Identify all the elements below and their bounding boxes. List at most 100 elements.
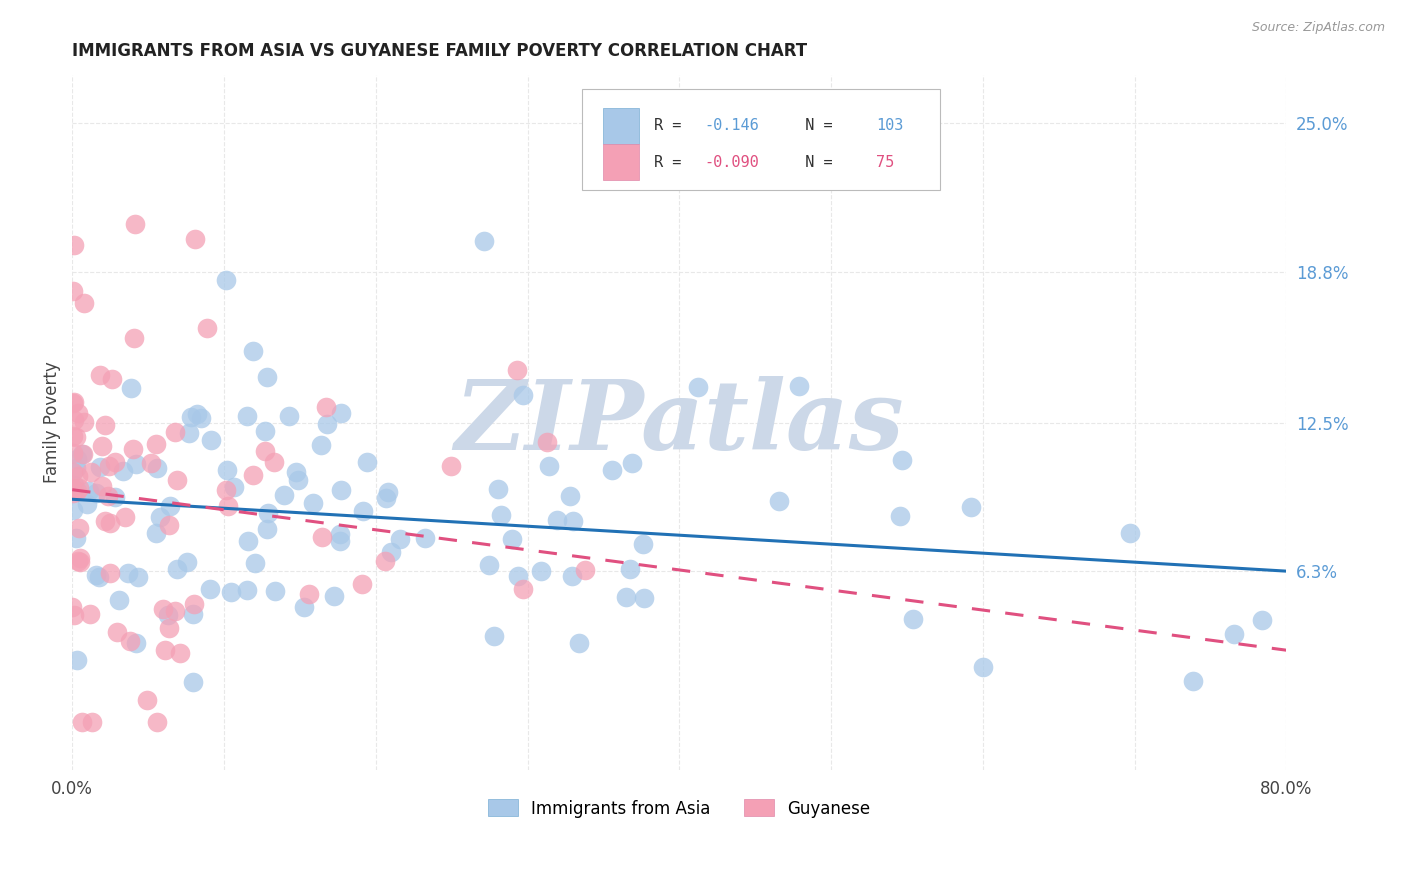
Point <box>380 545 402 559</box>
Point <box>60 600 83 615</box>
Point <box>215 483 238 497</box>
Point <box>165 604 187 618</box>
Point <box>329 406 352 420</box>
Point <box>166 562 188 576</box>
Point <box>94 514 117 528</box>
Point <box>62 395 84 409</box>
Point <box>80 465 103 479</box>
Point <box>108 593 131 607</box>
Point <box>98 516 121 531</box>
Point <box>217 463 239 477</box>
Point <box>388 533 411 547</box>
Point <box>219 585 242 599</box>
Point <box>472 235 495 249</box>
Point <box>264 583 287 598</box>
Point <box>93 417 115 432</box>
Point <box>104 490 127 504</box>
Point <box>60 481 83 495</box>
Point <box>195 321 218 335</box>
Text: IMMIGRANTS FROM ASIA VS GUYANESE FAMILY POVERTY CORRELATION CHART: IMMIGRANTS FROM ASIA VS GUYANESE FAMILY … <box>72 42 807 60</box>
Point <box>1182 674 1205 689</box>
Point <box>235 409 257 423</box>
Point <box>105 624 128 639</box>
Point <box>198 582 221 596</box>
Point <box>236 533 259 548</box>
Point <box>215 273 238 287</box>
Point <box>315 401 337 415</box>
Point <box>413 531 436 545</box>
Point <box>165 425 187 439</box>
Point <box>190 411 212 425</box>
Point <box>63 478 86 492</box>
Point <box>530 564 553 578</box>
Legend: Immigrants from Asia, Guyanese: Immigrants from Asia, Guyanese <box>481 793 877 824</box>
Point <box>506 363 529 377</box>
Point <box>298 587 321 601</box>
Point <box>574 563 596 577</box>
Point <box>1119 526 1142 541</box>
Point <box>166 473 188 487</box>
Point <box>506 568 529 582</box>
Point <box>311 530 333 544</box>
Point <box>62 465 84 479</box>
Point <box>561 569 583 583</box>
Point <box>139 456 162 470</box>
Point <box>568 636 591 650</box>
Point <box>122 442 145 457</box>
Text: -0.090: -0.090 <box>704 154 759 169</box>
Point <box>120 381 142 395</box>
Bar <box>603 144 640 180</box>
Point <box>621 456 644 470</box>
Point <box>62 503 84 517</box>
Point <box>101 372 124 386</box>
Point <box>186 407 208 421</box>
Point <box>536 435 558 450</box>
Point <box>180 410 202 425</box>
Point <box>315 417 337 431</box>
Point <box>69 550 91 565</box>
Point <box>145 715 167 730</box>
Point <box>377 485 399 500</box>
Point <box>242 468 264 483</box>
Point <box>114 509 136 524</box>
Point <box>67 481 90 495</box>
Point <box>329 534 352 549</box>
Point <box>236 582 259 597</box>
Point <box>62 396 84 410</box>
Point <box>98 566 121 581</box>
Point <box>292 599 315 614</box>
Point <box>323 590 346 604</box>
Point <box>67 521 90 535</box>
Point <box>222 481 245 495</box>
Point <box>66 554 89 568</box>
Text: 103: 103 <box>876 119 904 134</box>
Point <box>65 460 87 475</box>
Point <box>156 607 179 622</box>
Y-axis label: Family Poverty: Family Poverty <box>44 362 60 483</box>
Point <box>62 446 84 460</box>
Point <box>686 380 709 394</box>
Point <box>117 566 139 580</box>
Point <box>62 238 84 252</box>
Point <box>440 459 463 474</box>
Point <box>89 368 111 382</box>
Point <box>254 425 277 439</box>
Point <box>546 513 568 527</box>
Point <box>66 406 89 420</box>
Point <box>112 465 135 479</box>
Point <box>62 607 84 622</box>
Point <box>273 488 295 502</box>
Point <box>302 496 325 510</box>
Point <box>124 217 146 231</box>
Point <box>72 446 94 460</box>
Point <box>89 459 111 474</box>
Point <box>153 643 176 657</box>
Point <box>62 284 84 298</box>
Point <box>352 577 374 591</box>
Text: N =: N = <box>787 119 842 134</box>
Point <box>491 508 513 523</box>
Point <box>375 491 398 506</box>
Point <box>263 455 285 469</box>
Point <box>512 388 534 402</box>
Point <box>181 675 204 690</box>
